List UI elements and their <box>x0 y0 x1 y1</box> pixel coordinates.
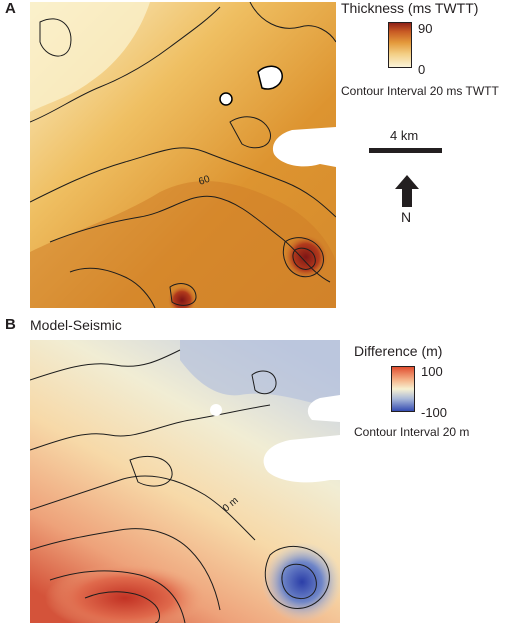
contour-line <box>169 283 197 306</box>
thickness-high-east <box>284 235 328 279</box>
north-arrow-icon <box>395 175 419 207</box>
panel-b-letter: B <box>5 316 16 333</box>
contour-line <box>264 546 330 609</box>
contour-line <box>39 18 72 57</box>
north-arrow-shape <box>395 175 419 207</box>
thickness-legend-min: 0 <box>418 62 426 77</box>
contour-line <box>30 6 221 123</box>
contour-line <box>69 267 156 308</box>
difference-legend-min: -100 <box>421 405 448 420</box>
thickness-map: 60 <box>30 2 336 308</box>
thickness-colorbar-ramp <box>388 22 412 68</box>
scale-bar <box>369 148 442 153</box>
no-data-area <box>263 435 340 483</box>
scale-bar-label: 4 km <box>390 128 419 143</box>
thickness-contours <box>30 2 336 308</box>
difference-colorbar-ramp <box>391 366 415 412</box>
contour-line <box>49 195 331 283</box>
contour-line <box>84 591 160 623</box>
difference-legend-max: 100 <box>421 364 443 379</box>
difference-contour-interval: Contour Interval 20 m <box>354 425 470 439</box>
difference-low-southeast <box>262 542 340 622</box>
difference-legend-title: Difference (m) <box>354 343 443 359</box>
contour-line <box>249 2 336 43</box>
no-data-area <box>307 395 340 422</box>
difference-contours <box>30 349 330 623</box>
thickness-legend-title: Thickness (ms TWTT) <box>341 0 479 16</box>
contour-line <box>229 116 271 149</box>
contour-line <box>282 237 324 278</box>
contour-line <box>49 570 186 623</box>
contour-line <box>292 247 316 270</box>
panel-a-letter: A <box>5 0 16 17</box>
contour-line <box>30 349 181 381</box>
contour-line <box>251 370 277 395</box>
thickness-colorbar <box>388 22 412 68</box>
thickness-high-south <box>168 286 196 308</box>
contour-line <box>129 456 173 487</box>
no-data-area <box>210 404 222 416</box>
contour-line <box>30 147 336 218</box>
panel-b-subtitle: Model-Seismic <box>30 317 122 333</box>
difference-map: 0 m <box>30 340 340 623</box>
thickness-contour-interval: Contour Interval 20 ms TWTT <box>341 84 499 98</box>
no-data-area <box>219 92 233 106</box>
contour-line <box>30 404 271 451</box>
contour-line <box>30 528 221 611</box>
difference-high-southwest <box>45 564 205 623</box>
contour-line <box>30 475 256 541</box>
north-label: N <box>401 209 412 225</box>
low-thickness-area <box>30 2 150 112</box>
no-data-area <box>257 65 283 90</box>
negative-difference-area <box>180 340 340 410</box>
contour-line <box>281 563 317 600</box>
contour-label: 60 <box>197 174 212 188</box>
thick-band <box>30 181 336 308</box>
difference-colorbar <box>391 366 415 412</box>
thickness-legend-max: 90 <box>418 21 433 36</box>
thickness-contour-labels: 60 <box>197 174 212 188</box>
no-data-area <box>272 127 336 167</box>
